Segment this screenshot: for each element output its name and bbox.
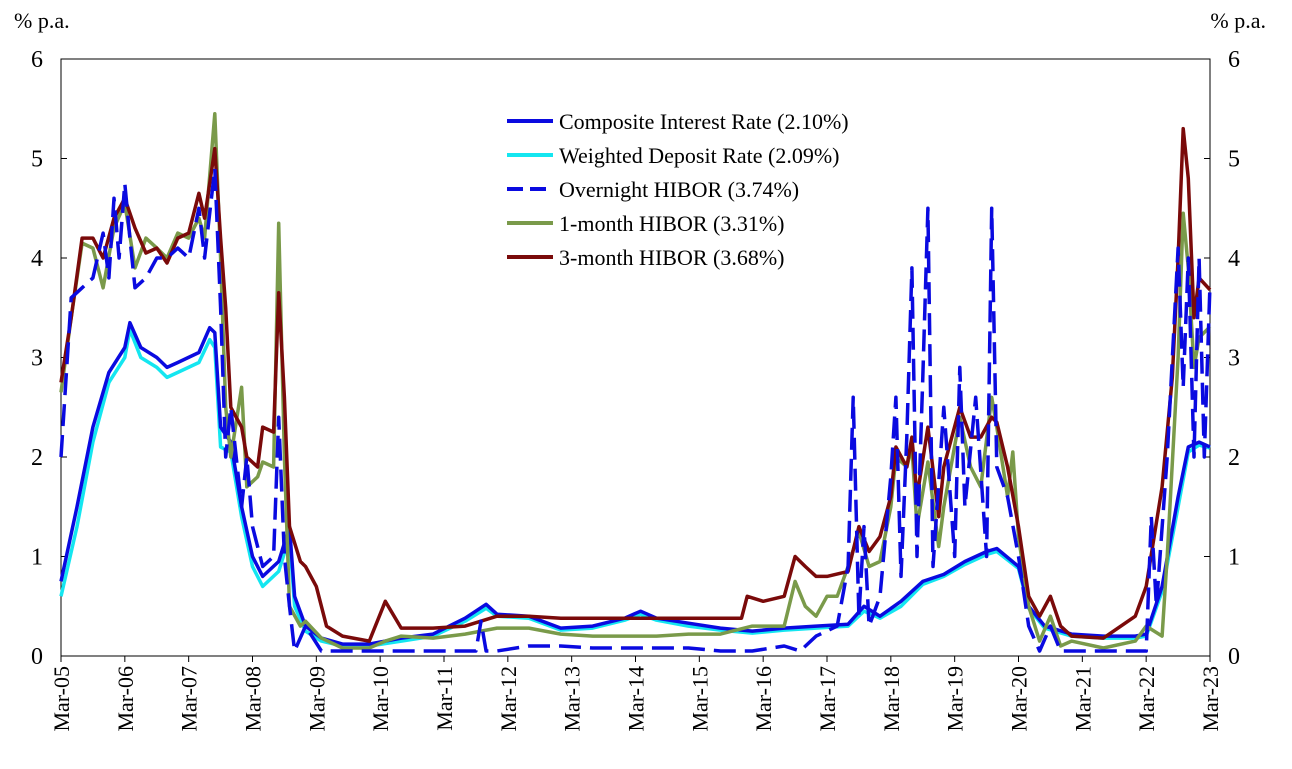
x-tick-label: Mar-12 — [496, 666, 521, 732]
series-line-0 — [59, 320, 1211, 646]
legend: Composite Interest Rate (2.10%) Weighted … — [507, 109, 849, 270]
legend-label-3: 1-month HIBOR (3.31%) — [559, 211, 784, 236]
x-tick-label: Mar-13 — [560, 666, 585, 732]
y-tick-label-right: 5 — [1228, 147, 1240, 173]
x-tick-label: Mar-11 — [432, 666, 457, 731]
x-tick-label: Mar-21 — [1070, 666, 1095, 732]
x-tick-label: Mar-19 — [943, 666, 968, 732]
y-tick-label-left: 5 — [31, 147, 43, 173]
x-tick-label: Mar-09 — [304, 666, 329, 732]
y-tick-label-left: 2 — [31, 445, 43, 471]
y-tick-label-left: 4 — [31, 246, 43, 272]
x-tick-label: Mar-10 — [368, 666, 393, 732]
legend-label-4: 3-month HIBOR (3.68%) — [559, 245, 784, 270]
y-tick-label-right: 4 — [1228, 246, 1240, 272]
x-tick-label: Mar-15 — [687, 666, 712, 732]
x-tick-label: Mar-23 — [1198, 666, 1223, 732]
x-tick-label: Mar-05 — [49, 666, 74, 732]
y-tick-label-right: 3 — [1228, 346, 1240, 372]
x-tick-label: Mar-18 — [879, 666, 904, 732]
y-tick-label-left: 6 — [31, 47, 43, 73]
legend-label-2: Overnight HIBOR (3.74%) — [559, 177, 799, 202]
legend-label-1: Weighted Deposit Rate (2.09%) — [559, 143, 840, 168]
series-line-1 — [59, 327, 1211, 648]
legend-label-0: Composite Interest Rate (2.10%) — [559, 109, 849, 134]
x-tick-label: Mar-07 — [177, 666, 202, 732]
x-tick-label: Mar-17 — [815, 666, 840, 732]
y-tick-label-left: 0 — [31, 644, 43, 670]
left-axis-unit: % p.a. — [14, 8, 70, 33]
axes: 0 0 1 1 2 2 3 3 4 4 5 5 6 6 Mar-05 Mar-06 Mar-07 Mar-08 Ma… — [31, 47, 1240, 732]
y-tick-label-left: 1 — [31, 545, 43, 571]
series-lines — [59, 111, 1212, 653]
series-line-4 — [59, 126, 1212, 643]
y-tick-label-left: 3 — [31, 346, 43, 372]
x-tick-label: Mar-22 — [1134, 666, 1159, 732]
y-tick-label-right: 6 — [1228, 47, 1240, 73]
right-axis-unit: % p.a. — [1210, 8, 1266, 33]
y-tick-label-right: 1 — [1228, 545, 1240, 571]
series-line-2 — [59, 166, 1212, 653]
y-tick-label-right: 2 — [1228, 445, 1240, 471]
x-tick-label: Mar-08 — [241, 666, 266, 732]
x-tick-label: Mar-16 — [751, 666, 776, 732]
x-tick-label: Mar-14 — [624, 666, 649, 732]
x-tick-label: Mar-20 — [1007, 666, 1032, 732]
x-tick-label: Mar-06 — [113, 666, 138, 732]
y-tick-label-right: 0 — [1228, 644, 1240, 670]
